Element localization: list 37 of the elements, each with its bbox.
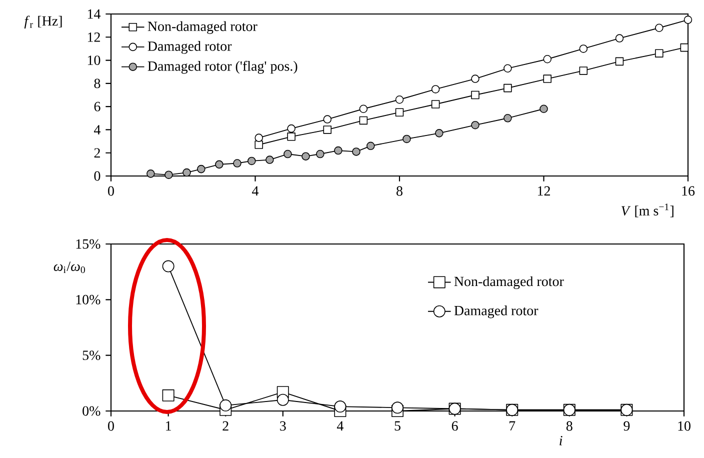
x-tick-label: 0 [108, 421, 114, 431]
legend-label: Damaged rotor [148, 41, 232, 54]
x-tick-label: 12 [538, 186, 550, 196]
legend-label: Damaged rotor ('flag' pos.) [148, 60, 298, 74]
legend-label: Damaged rotor [454, 305, 538, 318]
y-tick-label: 10 [88, 56, 100, 66]
x-axis-title: V [m s$^{−1}$] [622, 204, 674, 218]
x-tick-label: 16 [682, 186, 695, 196]
y-tick-label: 6 [94, 102, 100, 112]
x-tick-label: 3 [280, 421, 286, 431]
y-tick-label: 15% [76, 239, 100, 249]
y-tick-label: 4 [94, 125, 101, 134]
x-tick-label: 4 [336, 421, 344, 430]
y-tick-label: 0 [94, 171, 100, 181]
x-tick-label: 4 [252, 186, 259, 196]
x-tick-label: 8 [566, 421, 572, 431]
y-tick-label: 10% [76, 294, 100, 304]
x-tick-label: 5 [394, 421, 400, 431]
x-axis-title: i [560, 436, 562, 446]
x-tick-label: 0 [108, 186, 114, 196]
y-tick-label: 8 [94, 78, 100, 88]
x-tick-label: 8 [396, 186, 402, 196]
y-axis-title: ω$_{i}$/ω$_{0}$ [54, 262, 85, 274]
x-tick-label: 2 [222, 421, 228, 431]
y-tick-label: 5% [82, 350, 100, 360]
y-tick-label: 2 [94, 148, 100, 158]
y-tick-label: 0% [82, 406, 100, 416]
x-tick-label: 10 [678, 421, 690, 431]
legend-label: Non-damaged rotor [148, 21, 258, 34]
y-axis-title: f$_{r}$ [Hz] [24, 16, 62, 29]
x-tick-label: 1 [166, 421, 171, 431]
x-tick-label: 6 [452, 421, 458, 431]
y-tick-label: 14 [88, 9, 101, 19]
legend-label: Non-damaged rotor [454, 276, 564, 290]
x-tick-label: 7 [510, 421, 516, 430]
y-tick-label: 12 [88, 32, 100, 42]
x-tick-label: 9 [624, 421, 630, 431]
